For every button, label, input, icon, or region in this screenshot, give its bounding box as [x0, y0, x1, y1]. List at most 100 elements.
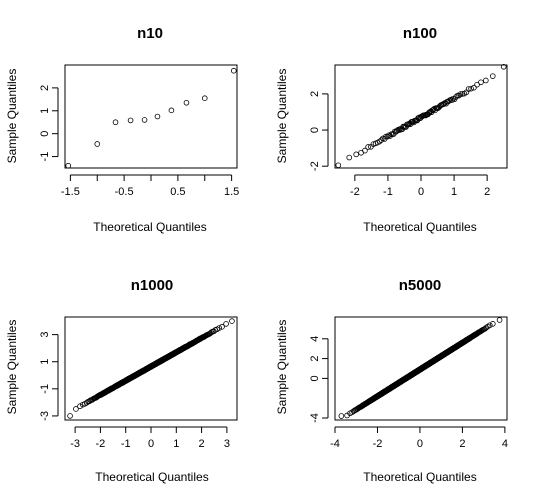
data-point: [394, 127, 400, 134]
data-point: [141, 117, 148, 123]
y-tick-label: -1: [39, 152, 51, 162]
x-tick-label: -2: [96, 438, 106, 450]
data-point: [489, 73, 496, 79]
data-point: [450, 95, 457, 102]
y-axis-label: Sample Quantiles: [5, 320, 19, 415]
data-points: [65, 67, 237, 169]
data-point: [465, 86, 472, 92]
x-tick-label: 1.5: [224, 186, 239, 198]
data-point: [183, 99, 190, 106]
plot-title: n10: [137, 25, 163, 42]
data-point: [456, 92, 462, 99]
data-point: [468, 85, 474, 92]
plot-title: n100: [403, 25, 437, 42]
data-point: [335, 162, 342, 169]
y-axis: -1 0 1 2: [39, 85, 59, 162]
x-axis: -2 -1 0 1 2: [350, 174, 490, 198]
plot-frame: [64, 316, 238, 421]
y-tick-label: 0: [309, 127, 321, 133]
x-tick-label: -1: [383, 186, 393, 198]
data-point: [229, 318, 235, 324]
data-point: [168, 107, 175, 114]
data-point: [435, 105, 441, 111]
x-tick-label: -3: [70, 438, 80, 450]
panel-n100: n100 Theoretical Quantiles Sample Quanti…: [275, 25, 508, 234]
data-point: [453, 94, 459, 100]
x-tick-label: 0: [148, 438, 154, 450]
data-point: [362, 147, 368, 154]
x-tick-label: -2: [350, 186, 360, 198]
data-point: [471, 84, 477, 91]
x-axis: -4 -2 0 2 4: [330, 426, 508, 450]
y-tick-label: 2: [309, 356, 321, 362]
data-point: [83, 399, 90, 406]
data-point: [483, 77, 489, 84]
data-point: [365, 144, 371, 150]
x-tick-label: -2: [373, 438, 383, 450]
x-tick-label: 0.5: [170, 186, 185, 198]
y-tick-label: 3: [39, 332, 51, 338]
data-point: [154, 113, 161, 120]
x-axis-label: Theoretical Quantiles: [363, 220, 476, 234]
x-tick-label: 1: [173, 438, 179, 450]
data-point: [112, 119, 119, 126]
panel-n10: n10 Theoretical Quantiles Sample Quantil…: [5, 25, 239, 234]
y-tick-label: 1: [39, 359, 51, 365]
data-point: [388, 131, 395, 137]
data-point: [385, 132, 392, 139]
y-tick-label: -3: [39, 411, 51, 421]
data-point: [376, 138, 383, 145]
plot-frame: [334, 316, 508, 421]
y-tick-label: 2: [309, 91, 321, 97]
data-points: [335, 64, 507, 169]
data-point: [447, 96, 454, 103]
panel-n5000: n5000 Theoretical Quantiles Sample Quant…: [275, 277, 508, 484]
y-tick-label: 0: [39, 131, 51, 137]
data-point: [230, 67, 237, 74]
data-point: [94, 141, 101, 147]
x-tick-label: -4: [330, 438, 340, 450]
x-axis-label: Theoretical Quantiles: [363, 470, 476, 484]
data-point: [73, 406, 79, 412]
data-point: [201, 95, 208, 101]
y-tick-label: 1: [39, 108, 51, 114]
data-point: [216, 325, 223, 331]
x-tick-label: -1.5: [61, 186, 80, 198]
data-point: [457, 91, 464, 97]
x-tick-label: 1: [451, 186, 457, 198]
x-tick-label: 2: [484, 186, 490, 198]
plot-title: n1000: [131, 277, 174, 294]
y-tick-label: 4: [309, 336, 321, 342]
plot-frame: [334, 64, 508, 169]
y-tick-label: -1: [39, 384, 51, 394]
data-point: [127, 117, 134, 124]
y-tick-label: -2: [309, 161, 321, 171]
data-point: [338, 413, 345, 419]
x-tick-label: 2: [459, 438, 465, 450]
x-tick-label: 3: [224, 438, 230, 450]
data-point: [454, 92, 461, 99]
y-axis-label: Sample Quantiles: [5, 69, 19, 164]
data-point: [478, 79, 484, 86]
y-axis: -2 0 2: [309, 91, 329, 171]
panel-n1000: n1000 Theoretical Quantiles Sample Quant…: [5, 277, 238, 484]
data-points: [338, 317, 503, 419]
x-tick-label: 4: [502, 438, 508, 450]
data-point: [219, 324, 225, 330]
data-point: [353, 151, 359, 158]
data-point: [77, 403, 83, 410]
y-tick-label: -4: [309, 413, 321, 423]
y-axis-label: Sample Quantiles: [275, 320, 289, 415]
data-point: [223, 321, 229, 327]
x-tick-label: 0: [417, 438, 423, 450]
x-axis-label: Theoretical Quantiles: [95, 470, 208, 484]
x-tick-label: -1: [121, 438, 131, 450]
data-point: [378, 137, 385, 143]
x-tick-label: 2: [199, 438, 205, 450]
x-tick-label: 0: [418, 186, 424, 198]
data-point: [346, 154, 353, 161]
y-tick-label: 2: [39, 85, 51, 91]
y-axis-label: Sample Quantiles: [275, 69, 289, 164]
